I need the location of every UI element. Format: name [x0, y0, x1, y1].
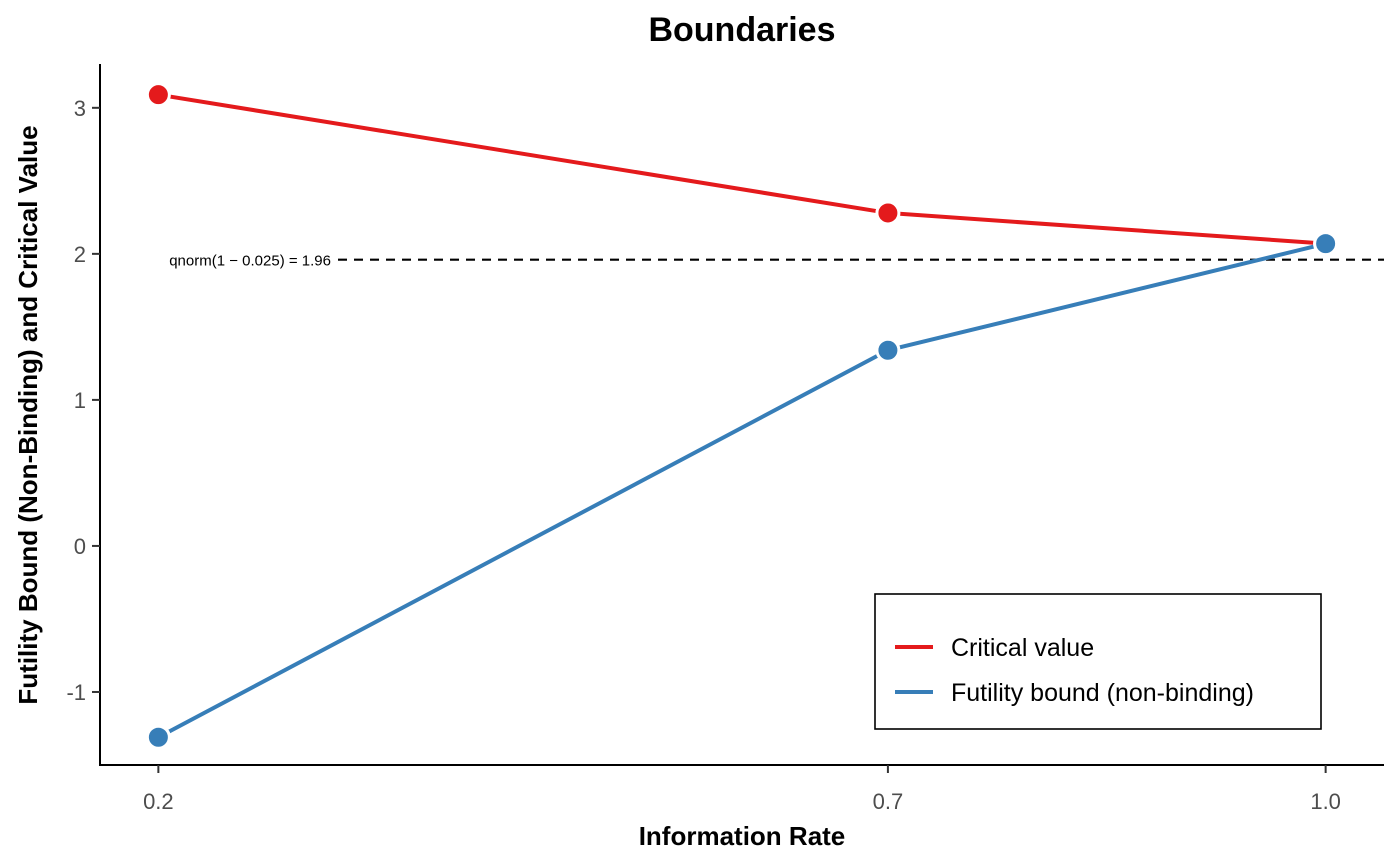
x-tick-label: 0.2 — [143, 789, 174, 814]
y-tick-label: -1 — [66, 680, 86, 705]
y-tick-label: 2 — [74, 242, 86, 267]
series-line-0 — [158, 92, 1326, 246]
legend: Critical value Futility bound (non-bindi… — [874, 593, 1322, 730]
legend-label-critical-value: Critical value — [951, 634, 1094, 662]
data-point-1-0 — [145, 724, 171, 750]
y-axis-ticks: -1 0 1 2 3 — [66, 96, 100, 705]
data-point-1-1 — [875, 337, 901, 363]
x-tick-label: 0.7 — [873, 789, 904, 814]
data-point-1-2 — [1313, 231, 1339, 257]
data-point-0-0 — [145, 82, 171, 108]
series-layer — [145, 82, 1339, 750]
legend-label-futility-bound: Futility bound (non-binding) — [951, 679, 1254, 707]
reference-line-label: qnorm(1 − 0.025) = 1.96 — [169, 253, 331, 270]
chart-title: Boundaries — [648, 11, 835, 49]
legend-box — [874, 593, 1322, 730]
x-axis-label: Information Rate — [639, 821, 846, 851]
data-point-0-1 — [875, 200, 901, 226]
x-axis-ticks: 0.2 0.7 1.0 — [143, 765, 1341, 814]
x-tick-label: 1.0 — [1310, 789, 1341, 814]
y-tick-label: 1 — [74, 388, 86, 413]
y-axis-label: Futility Bound (Non-Binding) and Critica… — [13, 125, 43, 704]
y-tick-label: 0 — [74, 534, 86, 559]
y-tick-label: 3 — [74, 96, 86, 121]
